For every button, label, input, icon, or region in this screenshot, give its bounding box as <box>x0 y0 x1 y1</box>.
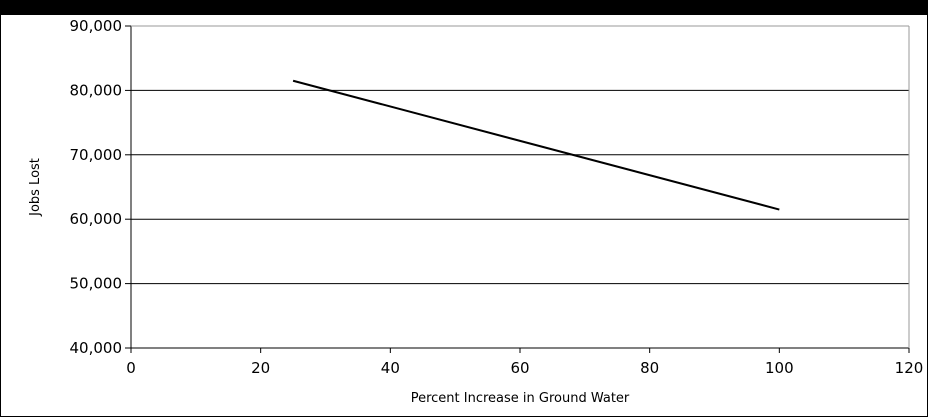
series-line <box>292 79 780 211</box>
x-tick-label: 40 <box>381 359 400 377</box>
axis-layer: 40,000 50,000 60,000 70,000 80,000 90,000 0 20 4… <box>70 17 924 377</box>
x-tick-label: 120 <box>895 359 924 377</box>
header-bar <box>1 1 927 15</box>
y-tick-label: 40,000 <box>70 339 123 357</box>
y-tick-label: 80,000 <box>70 81 123 99</box>
x-tick-label: 0 <box>126 359 136 377</box>
x-tick-label: 80 <box>640 359 659 377</box>
grid-layer <box>131 25 909 285</box>
x-tick-label: 60 <box>510 359 529 377</box>
series-layer <box>292 79 780 211</box>
x-tick-label: 100 <box>765 359 794 377</box>
x-axis-title: Percent Increase in Ground Water <box>411 391 630 406</box>
y-tick-label: 90,000 <box>70 17 123 35</box>
y-tick-label: 50,000 <box>70 275 123 293</box>
y-tick-label: 60,000 <box>70 210 123 228</box>
y-axis-title: Jobs Lost <box>28 158 43 217</box>
x-tick-label: 20 <box>251 359 270 377</box>
y-tick-label: 70,000 <box>70 146 123 164</box>
